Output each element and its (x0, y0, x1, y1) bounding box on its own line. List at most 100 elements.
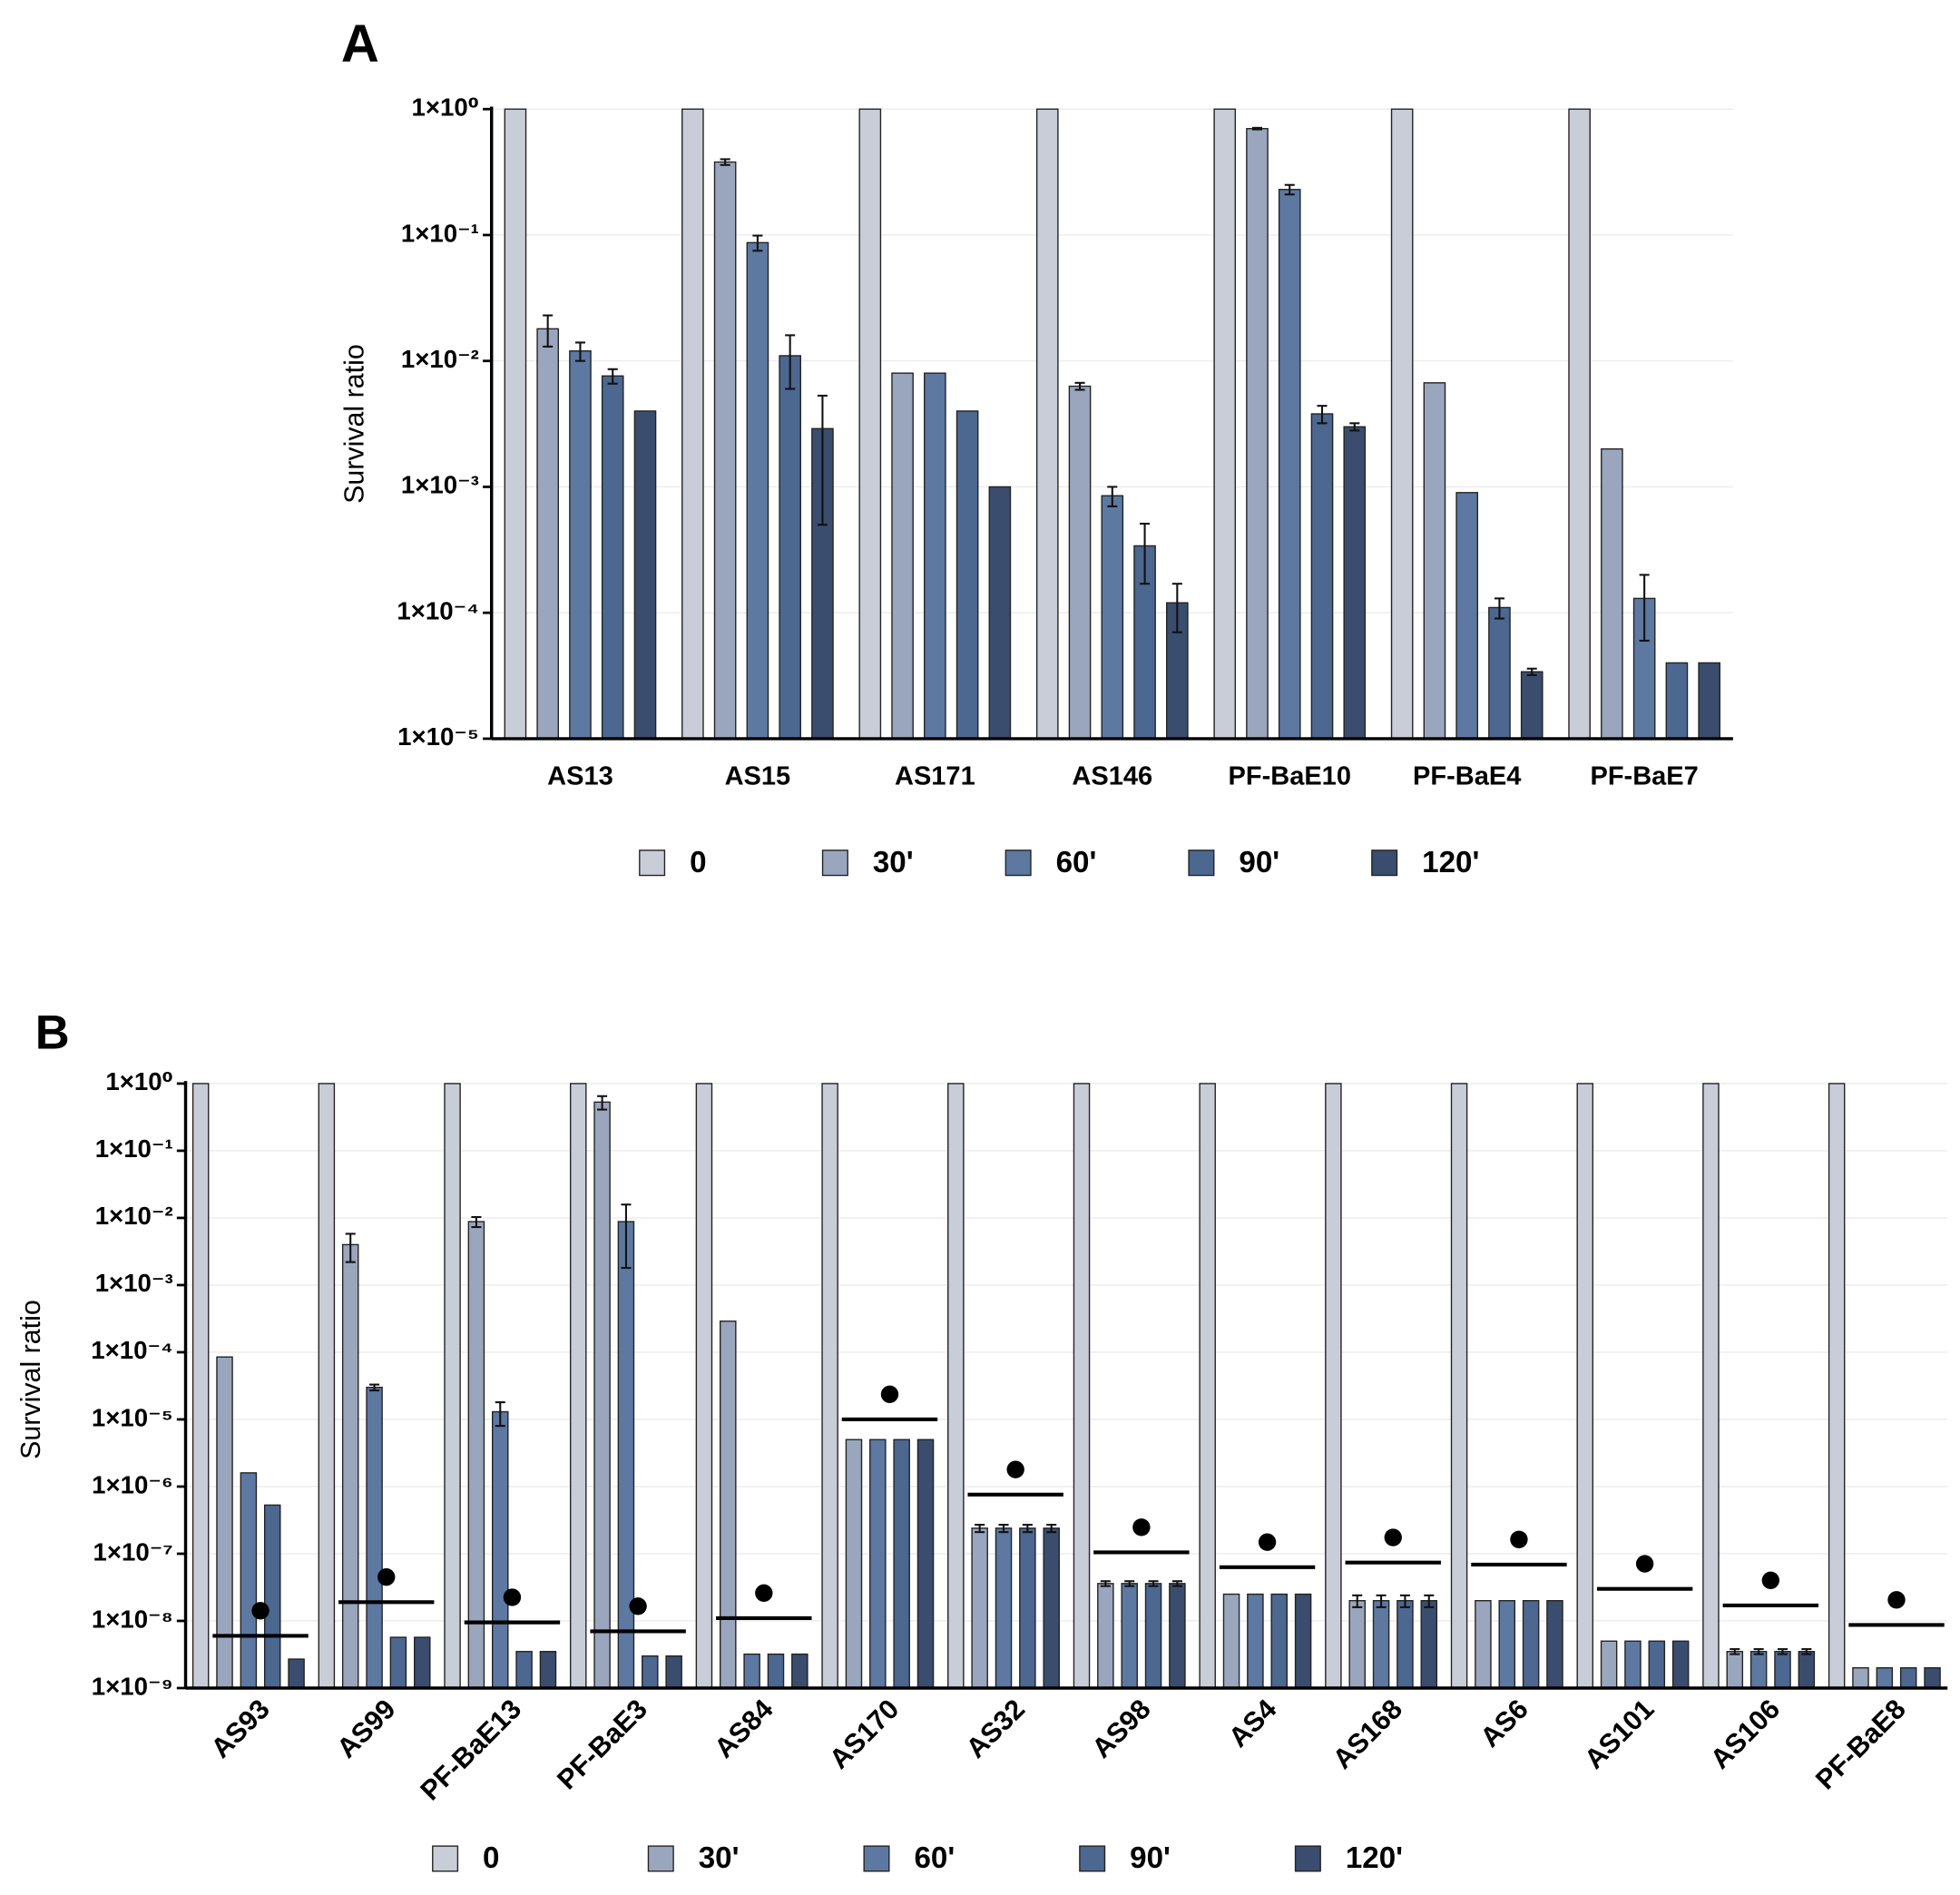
bar (216, 1356, 233, 1689)
bar (995, 1527, 1013, 1689)
legend-swatch (432, 1845, 459, 1872)
detection-dot (251, 1602, 270, 1620)
detection-dot (1258, 1533, 1277, 1551)
bar (1222, 1593, 1240, 1689)
x-tick-label: PF-BaE4 (1413, 761, 1521, 790)
bar (971, 1527, 988, 1689)
bar (191, 1083, 210, 1689)
bar (1073, 1083, 1091, 1689)
bar (569, 1083, 587, 1689)
y-tick-label: 1×10⁻³ (95, 1269, 173, 1297)
bar (665, 1654, 682, 1689)
bar (1665, 662, 1689, 740)
bar (1247, 1593, 1264, 1689)
y-tick-label: 1×10⁻⁵ (92, 1403, 173, 1431)
x-tick-label: AS101 (1579, 1694, 1661, 1775)
bar (601, 375, 624, 740)
x-tick-label: PF-BaE7 (1590, 761, 1698, 790)
detection-dot (503, 1588, 522, 1606)
bar (318, 1083, 336, 1689)
bar (767, 1653, 785, 1689)
bar (1019, 1527, 1036, 1689)
legend-swatch (863, 1845, 890, 1872)
bar (593, 1101, 611, 1689)
bar (1600, 1640, 1618, 1689)
legend-swatch (1188, 849, 1215, 877)
detection-dot (755, 1584, 773, 1602)
bar (681, 108, 704, 740)
y-tick-label: 1×10⁻⁴ (91, 1336, 172, 1364)
bar (288, 1658, 305, 1689)
bar (1624, 1640, 1642, 1689)
bar (1520, 671, 1544, 740)
y-tick-label: 1×10⁻⁷ (93, 1537, 173, 1566)
bar (341, 1243, 359, 1689)
x-tick-label: AS84 (709, 1694, 779, 1764)
bar (1169, 1583, 1186, 1689)
bar (1749, 1651, 1768, 1689)
legend-swatch (639, 849, 666, 877)
legend-label: 90' (1239, 846, 1279, 879)
bar (504, 108, 527, 740)
legend-swatch (1294, 1845, 1321, 1872)
legend-swatch (1079, 1845, 1106, 1872)
x-tick-label: PF-BaE3 (551, 1694, 652, 1795)
detection-dot (629, 1597, 647, 1615)
bar (240, 1472, 258, 1689)
bar (858, 108, 882, 740)
x-tick-label: AS170 (824, 1694, 906, 1775)
y-axis-title: Survival ratio (339, 344, 370, 504)
x-tick-label: AS98 (1086, 1694, 1157, 1764)
bar (947, 1083, 965, 1689)
y-tick-label: 1×10⁻⁵ (397, 722, 479, 751)
bar (893, 1438, 910, 1689)
panel-label: B (35, 1006, 70, 1059)
detection-dot (1384, 1528, 1402, 1546)
legend-label: 0 (690, 846, 706, 879)
bar (1726, 1651, 1744, 1689)
bar (1924, 1667, 1941, 1689)
x-tick-label: AS15 (725, 761, 791, 790)
bar (1876, 1667, 1894, 1689)
bar (1144, 1583, 1162, 1689)
bar (569, 350, 592, 740)
bar (891, 372, 914, 740)
bar (869, 1438, 887, 1689)
bar (924, 372, 946, 740)
y-tick-label: 1×10⁻⁴ (397, 596, 478, 624)
legend-label: 90' (1130, 1841, 1171, 1875)
bar (1423, 382, 1446, 740)
bar (366, 1386, 383, 1689)
x-tick-label: AS6 (1475, 1694, 1534, 1753)
bar (956, 410, 979, 740)
bar (695, 1083, 713, 1689)
legend-swatch (1371, 849, 1398, 877)
bar (1475, 1600, 1492, 1689)
bar (1828, 1083, 1846, 1689)
y-axis-title: Survival ratio (15, 1300, 46, 1459)
bar (1601, 447, 1623, 740)
x-tick-label: AS93 (205, 1694, 276, 1764)
y-tick-label: 1×10⁻² (401, 345, 479, 373)
legend-label: 30' (873, 846, 914, 879)
bar (1270, 1593, 1288, 1689)
bar (1648, 1640, 1666, 1689)
legend-swatch (647, 1845, 674, 1872)
bar (1455, 492, 1479, 740)
bar (779, 355, 801, 740)
x-tick-label: PF-BaE10 (1229, 761, 1351, 790)
bar (1522, 1600, 1540, 1689)
bar (1671, 1640, 1690, 1689)
bar (1450, 1083, 1468, 1689)
detection-dot (1132, 1518, 1151, 1537)
bar (1101, 495, 1124, 740)
bar (1043, 1527, 1060, 1689)
bar (1576, 1083, 1594, 1689)
detection-dot (1006, 1460, 1024, 1478)
bar (1121, 1583, 1138, 1689)
bar (1325, 1083, 1342, 1689)
bar (1488, 606, 1511, 740)
bar (845, 1438, 863, 1689)
bar (821, 1083, 838, 1689)
